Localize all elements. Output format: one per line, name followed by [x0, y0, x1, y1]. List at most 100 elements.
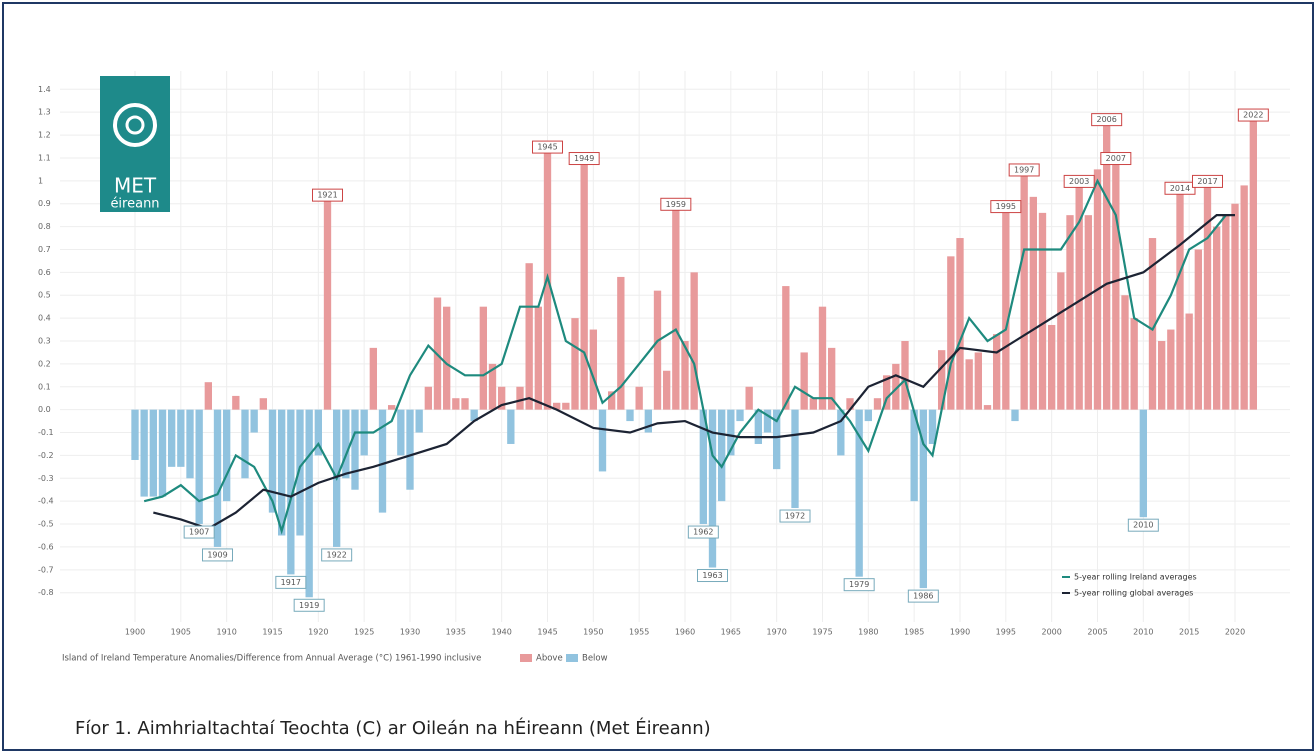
x-tick-label: 1900 [125, 628, 145, 637]
x-tick-label: 1945 [537, 628, 557, 637]
legend-swatch [566, 654, 578, 662]
annotation-box [293, 598, 325, 612]
annotation-box [183, 525, 215, 539]
logo-subtext: éireann [110, 197, 159, 212]
bar [672, 208, 680, 410]
bar [1194, 249, 1202, 410]
bar [1203, 185, 1212, 410]
bar [507, 409, 515, 444]
annotation: 1919 [299, 601, 319, 610]
x-tick-label: 1940 [491, 628, 511, 637]
x-tick-label: 1975 [812, 628, 832, 637]
bar [195, 409, 203, 525]
annotation: 2010 [1133, 521, 1153, 530]
x-tick-label: 1925 [354, 628, 374, 637]
bar [1185, 313, 1193, 410]
bar [323, 199, 332, 410]
bar [617, 276, 625, 410]
annotation-box [568, 152, 600, 166]
annotation: 2017 [1197, 177, 1217, 186]
bar [525, 263, 533, 410]
bar [571, 318, 579, 410]
bar [864, 409, 872, 422]
x-tick-label: 1985 [904, 628, 924, 637]
plot: 1.4 1.3 1.2 1.1 1 0.9 0.8 0.7 0.6 0.5 0.4 0.3 0.2 0.1… [38, 71, 1290, 664]
bar [1158, 341, 1166, 410]
x-tick-label: 1965 [721, 628, 741, 637]
y-tick-label: 0.1 [38, 382, 51, 391]
bar [718, 409, 726, 502]
bar [1075, 185, 1083, 410]
bar [690, 272, 698, 410]
x-tick-label: 1920 [308, 628, 328, 637]
legend-swatch [520, 654, 532, 662]
bar [800, 352, 808, 410]
x-tick-label: 2005 [1087, 628, 1107, 637]
y-tick-label: 0.8 [38, 222, 51, 231]
bar [1130, 318, 1138, 410]
bar [1213, 226, 1221, 410]
x-tick-label: 2010 [1133, 628, 1153, 637]
annotation-box [1100, 152, 1132, 166]
annotation-box [1237, 108, 1269, 122]
annotation-box [907, 589, 939, 603]
x-tick-label: 1960 [675, 628, 695, 637]
bar [589, 329, 597, 410]
annotation-box [779, 509, 811, 523]
legend-label: 5-year rolling Ireland averages [1074, 573, 1197, 582]
bar [763, 409, 772, 433]
annotation: 1959 [666, 200, 686, 209]
annotation: 1907 [189, 528, 209, 537]
x-tick-label: 1915 [262, 628, 282, 637]
bar [268, 409, 277, 513]
bar [1029, 196, 1037, 410]
annotation-box [1192, 174, 1223, 188]
bar [938, 350, 946, 410]
bar [204, 382, 212, 410]
bar [287, 409, 295, 575]
bar [250, 409, 258, 433]
bar [443, 306, 451, 410]
bar [241, 409, 249, 479]
bar [580, 162, 588, 410]
bar [232, 395, 240, 410]
x-tick-label: 2015 [1179, 628, 1199, 637]
bar [415, 409, 423, 433]
logo-text: MET [114, 174, 157, 198]
x-tick-label: 1905 [171, 628, 191, 637]
bar [892, 363, 900, 410]
y-tick-label: 0.9 [38, 199, 51, 208]
bar [635, 386, 643, 410]
bar [1240, 185, 1248, 410]
bar [1038, 212, 1047, 410]
y-tick-label: 0.6 [38, 268, 51, 277]
bar [296, 409, 304, 536]
bar [653, 290, 662, 410]
bar [919, 409, 927, 589]
bar [809, 398, 817, 410]
line-series [153, 214, 1235, 530]
bar [1148, 238, 1157, 410]
y-tick-label: -0.6 [38, 542, 54, 551]
annotation-box [321, 548, 353, 562]
x-tick-label: 1970 [766, 628, 786, 637]
x-tick-label: 1990 [950, 628, 970, 637]
x-tick-label: 2000 [1041, 628, 1061, 637]
bar [1249, 119, 1257, 410]
bar [369, 347, 377, 410]
bar [736, 409, 744, 422]
bar [516, 386, 524, 410]
bar [186, 409, 194, 479]
annotation: 1986 [913, 592, 933, 601]
bar [1103, 123, 1111, 410]
bar [1121, 295, 1129, 410]
annotation-box [275, 575, 307, 589]
bar [828, 347, 836, 410]
legend-label: Above [536, 654, 563, 664]
x-tick-label: 1935 [446, 628, 466, 637]
bar [1084, 215, 1092, 410]
annotation: 2022 [1243, 111, 1263, 120]
annotation: 2014 [1170, 184, 1190, 193]
y-tick-label: -0.2 [38, 451, 54, 460]
bar [461, 398, 469, 410]
